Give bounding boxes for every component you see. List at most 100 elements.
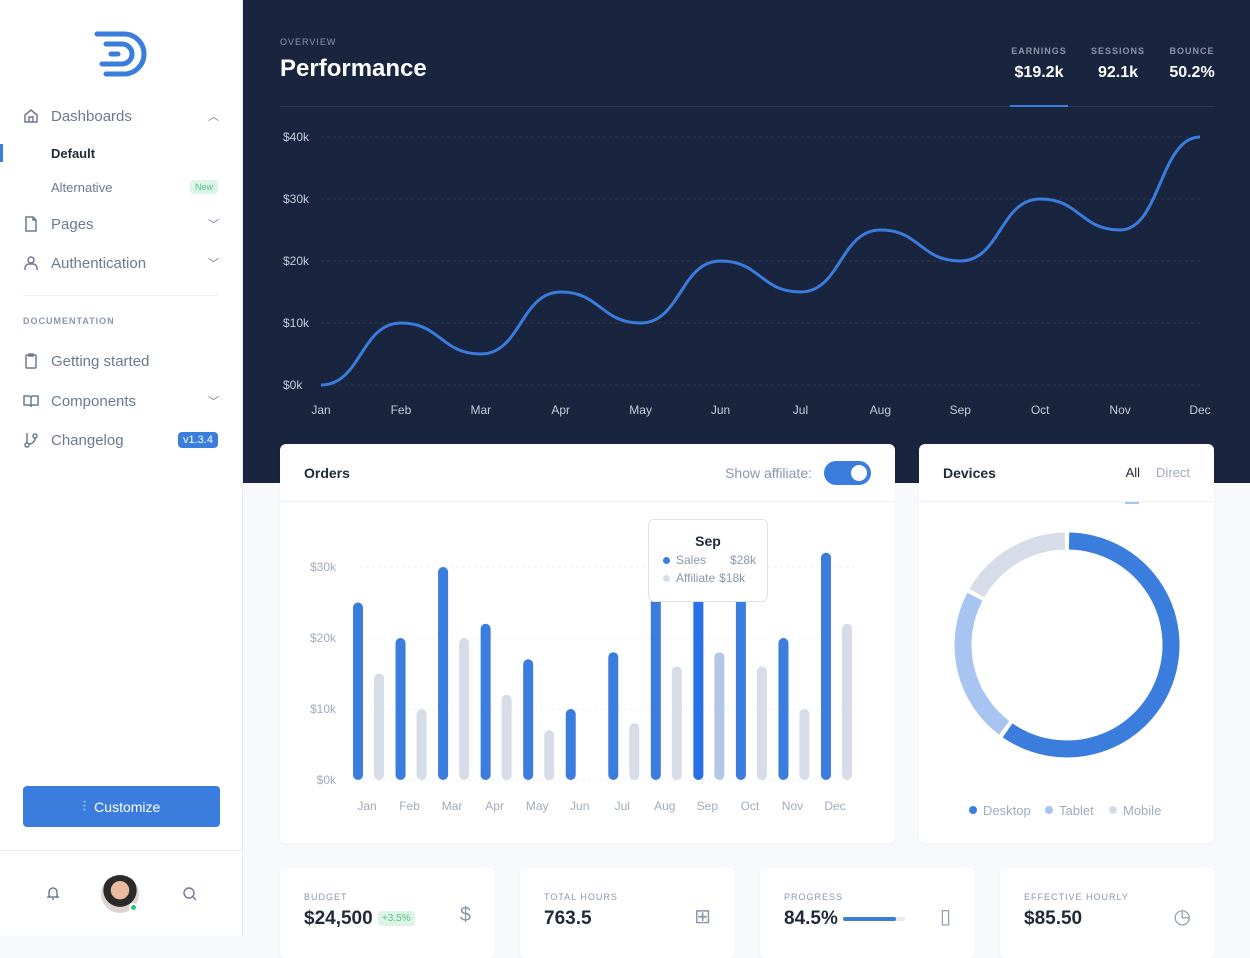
tab-direct[interactable]: Direct — [1156, 465, 1190, 480]
x-tick-label: Apr — [485, 799, 504, 813]
kpi-card-total-hours: TOTAL HOURS 763.5 ⊞ — [520, 868, 735, 958]
tooltip-label: Affiliate — [676, 571, 716, 585]
stat-sessions[interactable]: SESSIONS 92.1k — [1088, 46, 1148, 82]
sidebar-item-authentication[interactable]: Authentication ﹀ — [23, 251, 219, 275]
sales-bar — [735, 588, 746, 780]
donut-slice-desktop — [1002, 532, 1180, 758]
y-tick-label: $40k — [283, 130, 310, 144]
stat-label: BOUNCE — [1169, 46, 1215, 56]
divider — [23, 295, 219, 296]
version-badge: v1.3.4 — [178, 432, 218, 448]
x-tick-label: Mar — [442, 799, 463, 813]
kpi-card-progress: PROGRESS 84.5% ▯ — [760, 868, 975, 958]
sidebar: Dashboards ︿ Default Alternative New Pag… — [0, 0, 243, 936]
logo-icon[interactable] — [92, 28, 152, 80]
performance-panel — [243, 0, 1250, 483]
bell-icon[interactable] — [45, 885, 61, 901]
kpi-value: 84.5% — [784, 908, 906, 930]
sales-bar — [778, 638, 789, 780]
x-tick-label: May — [629, 403, 652, 417]
kpi-label: PROGRESS — [784, 892, 844, 902]
progress-bar — [843, 916, 906, 921]
legend-item: Tablet — [1059, 803, 1094, 818]
tooltip-value: $18k — [719, 571, 746, 585]
sidebar-item-label: Dashboards — [51, 107, 132, 125]
x-tick-label: Jan — [311, 403, 330, 417]
x-tick-label: Feb — [399, 799, 420, 813]
x-tick-label: Jul — [615, 799, 630, 813]
x-tick-label: Nov — [782, 799, 803, 813]
y-tick-label: $10k — [283, 316, 310, 330]
online-status-icon — [129, 903, 138, 912]
y-tick-label: $10k — [310, 702, 337, 716]
stat-value: $19.2k — [1014, 64, 1064, 81]
sidebar-item-label: Pages — [51, 215, 94, 233]
tooltip-label: Sales — [676, 553, 707, 567]
kpi-card-effective-hourly: EFFECTIVE HOURLY $85.50 ◷ — [1000, 868, 1215, 958]
kpi-label: TOTAL HOURS — [544, 892, 618, 902]
stat-label: EARNINGS — [1011, 46, 1067, 56]
section-label: DOCUMENTATION — [23, 316, 115, 326]
sidebar-item-getting-started[interactable]: Getting started — [23, 349, 219, 373]
sidebar-subitem-alternative[interactable]: Alternative — [51, 180, 113, 195]
sidebar-subitem-default[interactable]: Default — [51, 146, 96, 161]
sidebar-item-pages[interactable]: Pages ﹀ — [23, 212, 219, 236]
x-tick-label: Apr — [551, 403, 570, 417]
chevron-down-icon: ﹀ — [208, 219, 219, 231]
affiliate-bar — [374, 673, 384, 780]
x-tick-label: Sep — [950, 403, 972, 417]
tooltip-title: Sep — [695, 533, 721, 549]
legend-item: Mobile — [1123, 803, 1161, 818]
affiliate-bar — [629, 723, 640, 780]
donut-slice-mobile — [969, 532, 1066, 598]
clock-icon: ◷ — [1173, 906, 1191, 928]
sidebar-item-label: Authentication — [51, 254, 147, 272]
stat-label: SESSIONS — [1090, 46, 1145, 56]
affiliate-label: Show affiliate: — [725, 464, 812, 481]
sidebar-item-dashboards[interactable]: Dashboards ︿ — [23, 104, 219, 128]
x-tick-label: Jun — [570, 799, 589, 813]
y-tick-label: $0k — [317, 773, 337, 787]
y-tick-label: $20k — [283, 254, 310, 268]
sliders-icon: ⫶ — [82, 798, 87, 814]
kpi-label: EFFECTIVE HOURLY — [1024, 892, 1129, 902]
affiliate-dot-icon — [663, 574, 670, 582]
x-tick-label: May — [526, 799, 549, 813]
stat-earnings[interactable]: EARNINGS $19.2k — [1010, 46, 1068, 82]
orders-bar-chart: $0k $10k $20k $30k Jan Feb Mar Apr May Jun Jul Aug S… — [310, 552, 858, 813]
sidebar-item-changelog[interactable]: Changelog — [23, 428, 219, 452]
chevron-down-icon: ﹀ — [208, 396, 219, 408]
affiliate-bar — [501, 694, 512, 780]
y-tick-label: $20k — [310, 631, 337, 645]
book-icon — [23, 395, 39, 408]
affiliate-bar — [459, 638, 470, 780]
customize-button[interactable]: ⫶ Customize — [23, 786, 220, 827]
devices-donut-chart: Desktop Tablet Mobile — [954, 532, 1180, 818]
sidebar-item-label: Changelog — [51, 431, 124, 449]
user-icon — [24, 256, 38, 270]
x-tick-label: Dec — [824, 799, 845, 813]
y-tick-label: $30k — [310, 560, 337, 574]
x-tick-label: Jul — [793, 403, 808, 417]
x-tick-label: Sep — [697, 799, 719, 813]
x-tick-label: Jun — [711, 403, 730, 417]
search-icon[interactable] — [182, 886, 198, 902]
change-badge: +3.5% — [377, 911, 415, 927]
affiliate-bar — [756, 666, 767, 780]
legend-dot-icon — [1109, 806, 1117, 814]
card-title: Orders — [304, 464, 350, 481]
sidebar-item-label: Getting started — [51, 352, 150, 370]
affiliate-bar — [842, 623, 852, 780]
donut-slice-tablet — [954, 592, 1010, 735]
chart-tooltip: Sep Sales $28k Affiliate $18k — [648, 519, 768, 602]
affiliate-bar — [544, 730, 555, 780]
file-icon — [25, 216, 37, 232]
kpi-value: 763.5 — [544, 908, 592, 929]
affiliate-toggle[interactable] — [824, 460, 871, 485]
stat-bounce[interactable]: BOUNCE 50.2% — [1166, 46, 1218, 82]
home-icon — [24, 109, 38, 123]
sidebar-item-components[interactable]: Components ﹀ — [23, 389, 219, 413]
tab-all[interactable]: All — [1125, 465, 1141, 480]
y-tick-label: $0k — [283, 378, 303, 392]
performance-line-chart: $0k $10k $20k $30k $40k Jan Feb Mar Apr May Jun Jul… — [283, 130, 1211, 417]
